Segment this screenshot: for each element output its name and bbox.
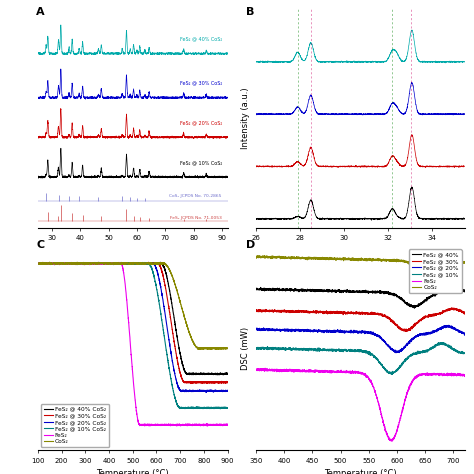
Text: FeS₂ JCPDS No. 71-0053: FeS₂ JCPDS No. 71-0053: [170, 216, 222, 220]
Y-axis label: Intensity (a.u.): Intensity (a.u.): [241, 88, 250, 149]
Text: A: A: [36, 7, 45, 17]
Text: FeS₂ @ 40% CoS₂: FeS₂ @ 40% CoS₂: [180, 36, 222, 42]
Text: FeS₂ @ 30% CoS₂: FeS₂ @ 30% CoS₂: [180, 81, 222, 86]
Text: D: D: [246, 240, 255, 250]
Text: FeS₂ @ 10% CoS₂: FeS₂ @ 10% CoS₂: [180, 160, 222, 165]
Legend: FeS₂ @ 40% CoS₂, FeS₂ @ 30% CoS₂, FeS₂ @ 20% CoS₂, FeS₂ @ 10% CoS₂, FeS₂, CoS₂: FeS₂ @ 40% CoS₂, FeS₂ @ 30% CoS₂, FeS₂ @…: [41, 404, 109, 447]
Legend: FeS₂ @ 40%, FeS₂ @ 30%, FeS₂ @ 20%, FeS₂ @ 10%, FeS₂, CoS₂: FeS₂ @ 40%, FeS₂ @ 30%, FeS₂ @ 20%, FeS₂…: [409, 249, 462, 293]
X-axis label: 2 theta (degree): 2 theta (degree): [326, 246, 395, 255]
X-axis label: 2 theta (degree): 2 theta (degree): [98, 246, 167, 255]
Text: FeS₂ @ 20% CoS₂: FeS₂ @ 20% CoS₂: [180, 120, 222, 126]
Text: C: C: [36, 240, 44, 250]
Text: B: B: [246, 7, 254, 17]
X-axis label: Temperature (°C): Temperature (°C): [324, 469, 397, 474]
Y-axis label: DSC (mW): DSC (mW): [241, 327, 250, 370]
X-axis label: Temperature (°C): Temperature (°C): [96, 469, 169, 474]
Text: CoS₂ JCPDS No. 70-2865: CoS₂ JCPDS No. 70-2865: [169, 194, 222, 199]
